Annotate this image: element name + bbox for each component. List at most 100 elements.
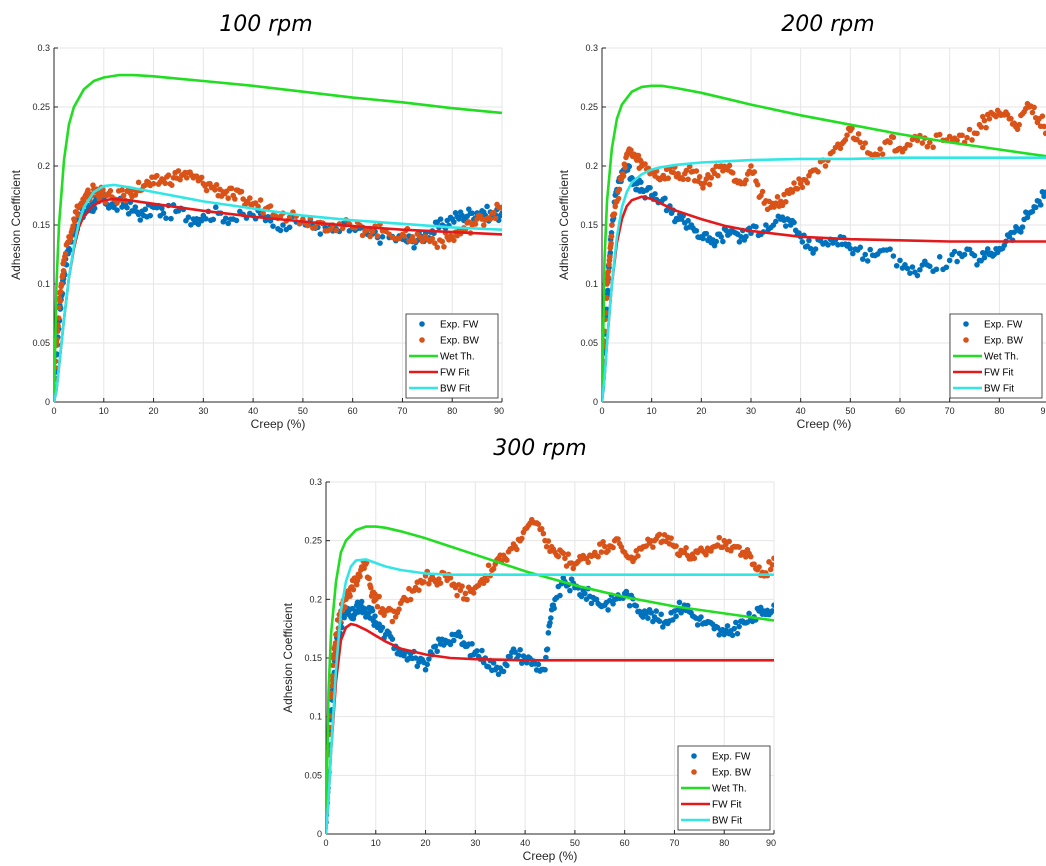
data-point — [233, 217, 240, 224]
data-point — [733, 619, 739, 626]
data-point — [401, 233, 407, 239]
data-point — [652, 191, 658, 197]
data-point — [185, 214, 192, 220]
data-point — [669, 617, 676, 623]
legend-label: Exp. FW — [712, 752, 751, 763]
data-point — [986, 116, 993, 122]
data-point — [757, 604, 764, 611]
data-point — [855, 131, 862, 137]
data-point — [842, 137, 849, 143]
data-point — [736, 239, 743, 245]
data-point — [1029, 208, 1036, 215]
data-point — [132, 204, 139, 210]
data-point — [743, 233, 749, 240]
data-point — [396, 606, 402, 613]
data-point — [277, 227, 284, 234]
line-wet-th- — [54, 73, 502, 403]
legend-label: Wet Th. — [712, 784, 747, 795]
data-point — [736, 544, 742, 550]
data-point — [698, 614, 704, 620]
data-point — [954, 137, 960, 144]
data-point — [379, 624, 386, 631]
data-point — [339, 225, 346, 232]
data-point — [1014, 126, 1021, 133]
data-point — [441, 244, 447, 250]
data-point — [545, 538, 552, 544]
data-point — [396, 235, 402, 242]
data-point — [984, 246, 991, 252]
data-point — [676, 599, 683, 606]
x-axis-label: Creep (%) — [797, 417, 852, 431]
data-point — [517, 646, 523, 653]
x-tick-label: 60 — [620, 838, 630, 848]
data-point — [585, 559, 591, 566]
data-point — [643, 610, 650, 617]
data-point — [455, 629, 462, 636]
data-point — [810, 250, 816, 256]
data-point — [890, 253, 897, 259]
data-point — [260, 210, 266, 216]
data-point — [887, 246, 893, 252]
data-point — [518, 535, 525, 542]
data-point — [1018, 229, 1024, 235]
data-point — [969, 137, 975, 143]
data-point — [670, 169, 676, 176]
data-point — [451, 219, 457, 225]
y-tick-label: 0.3 — [37, 43, 50, 53]
data-point — [1031, 104, 1037, 111]
legend-marker — [419, 321, 425, 327]
x-tick-label: 0 — [323, 838, 328, 848]
x-tick-label: 40 — [796, 406, 806, 416]
panel-title-300rpm: 300 rpm — [493, 436, 587, 461]
data-point — [124, 204, 130, 211]
data-point — [479, 647, 485, 654]
data-point — [1039, 113, 1046, 119]
data-point — [114, 207, 120, 213]
data-point — [329, 677, 336, 684]
data-point — [933, 266, 940, 273]
data-point — [782, 223, 789, 229]
data-point — [954, 258, 960, 265]
data-point — [703, 551, 709, 558]
data-point — [347, 593, 353, 599]
data-point — [799, 239, 806, 245]
data-point — [981, 117, 988, 124]
x-tick-label: 80 — [447, 406, 457, 416]
data-point — [368, 584, 374, 591]
data-point — [434, 648, 440, 655]
data-point — [56, 304, 62, 311]
data-point — [683, 545, 689, 551]
data-point — [608, 233, 615, 240]
data-point — [610, 544, 616, 551]
data-point — [366, 575, 372, 582]
x-tick-label: 10 — [647, 406, 657, 416]
data-point — [734, 630, 741, 637]
legend-box — [949, 313, 1043, 399]
x-tick-label: 30 — [746, 406, 756, 416]
data-point — [835, 141, 841, 148]
x-tick-label: 40 — [520, 838, 530, 848]
data-point — [570, 565, 577, 572]
data-point — [469, 641, 475, 647]
data-point — [605, 274, 612, 281]
data-point — [927, 263, 933, 270]
data-point — [57, 288, 64, 295]
data-point — [62, 250, 69, 257]
series-exp--fw — [326, 574, 774, 826]
data-point — [582, 590, 588, 597]
data-point — [799, 184, 806, 191]
data-point — [767, 566, 774, 573]
data-point — [538, 525, 545, 532]
data-point — [650, 544, 656, 550]
data-point — [1008, 115, 1014, 122]
data-point — [183, 175, 190, 181]
data-point — [515, 652, 522, 659]
data-point — [329, 673, 336, 679]
data-point — [543, 543, 550, 550]
data-point — [328, 690, 335, 697]
data-point — [270, 223, 276, 229]
data-point — [421, 579, 427, 585]
data-point — [724, 623, 731, 629]
y-tick-label: 0.1 — [37, 279, 50, 289]
data-point — [850, 250, 856, 257]
